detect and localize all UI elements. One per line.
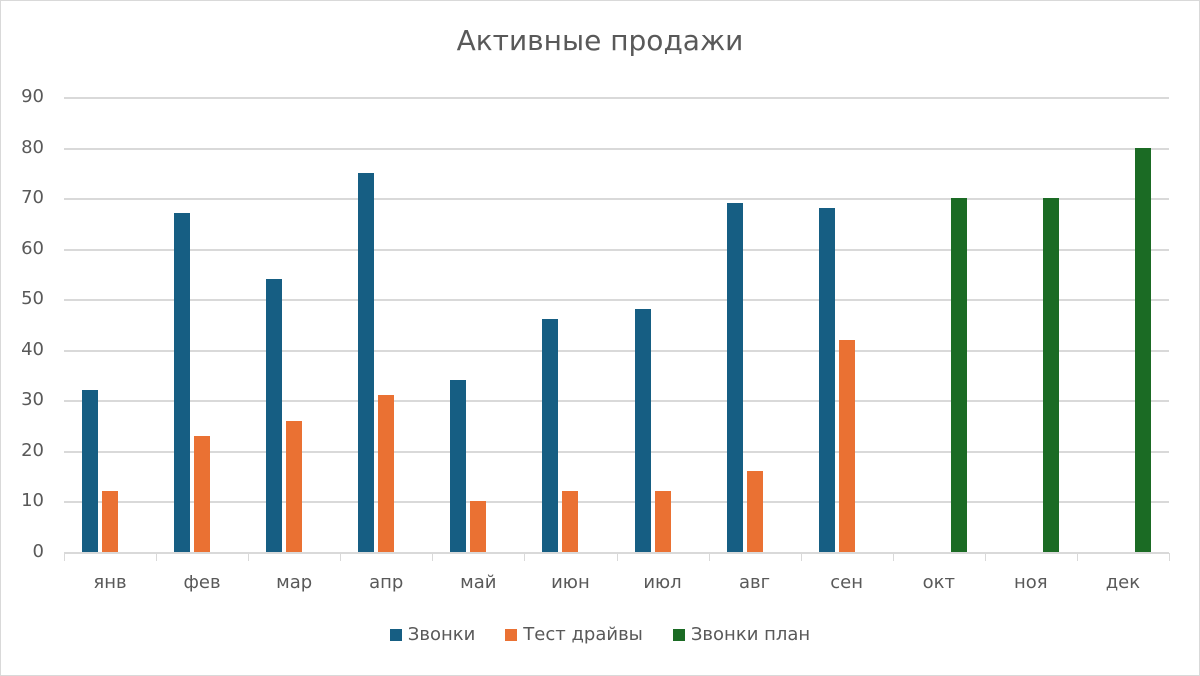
legend-label: Тест драйвы (523, 624, 643, 645)
gridline (64, 97, 1169, 99)
legend-swatch-icon (672, 628, 685, 641)
bar-calls[interactable] (450, 380, 467, 552)
x-axis-tick (984, 553, 986, 561)
bar-calls[interactable] (726, 203, 743, 552)
x-tick-label: июл (643, 572, 682, 593)
legend-swatch-icon (505, 628, 518, 641)
bar-calls-plan[interactable] (950, 198, 967, 552)
x-tick-label: май (460, 572, 497, 593)
x-axis-tick (708, 553, 710, 561)
y-tick-label: 70 (21, 187, 44, 209)
bar-calls[interactable] (266, 279, 283, 552)
plot-area (64, 97, 1170, 561)
gridline (64, 450, 1169, 453)
gridline (64, 147, 1169, 150)
gridline (64, 198, 1169, 201)
x-tick-label: сен (830, 572, 864, 593)
x-axis-tick (248, 553, 250, 561)
x-tick-label: фев (183, 572, 221, 593)
chart-title: Активные продажи (456, 24, 744, 57)
y-tick-label: 50 (21, 288, 44, 310)
x-tick-label: мар (276, 572, 313, 593)
bar-test-drives[interactable] (746, 471, 763, 552)
x-tick-label: авг (739, 572, 771, 593)
x-axis-tick (1169, 553, 1170, 561)
bar-test-drives[interactable] (654, 491, 671, 552)
bar-calls[interactable] (358, 172, 375, 552)
y-tick-label: 40 (21, 338, 44, 360)
x-axis-tick (340, 553, 342, 561)
gridline (64, 501, 1169, 504)
bar-calls[interactable] (542, 319, 559, 552)
x-tick-label: июн (551, 572, 590, 593)
legend: Звонки Тест драйвы Звонки план (0, 624, 1200, 645)
bar-test-drives[interactable] (102, 491, 118, 552)
bar-test-drives[interactable] (194, 435, 211, 552)
bar-calls[interactable] (818, 208, 835, 552)
gridline (64, 248, 1169, 251)
x-tick-label: ноя (1014, 572, 1048, 593)
x-axis-tick (64, 553, 65, 561)
x-axis-tick (892, 553, 894, 561)
gridline (64, 349, 1169, 352)
legend-swatch-icon (389, 628, 402, 641)
legend-item[interactable]: Звонки план (672, 624, 811, 645)
y-tick-label: 10 (21, 490, 44, 512)
x-axis-tick (524, 553, 526, 561)
bar-test-drives[interactable] (286, 420, 303, 552)
x-tick-label: дек (1105, 572, 1141, 593)
x-axis-tick (1076, 553, 1078, 561)
bar-calls[interactable] (174, 213, 191, 552)
bar-test-drives[interactable] (470, 501, 487, 552)
legend-label: Звонки план (690, 624, 811, 645)
bar-test-drives[interactable] (562, 491, 579, 552)
x-tick-label: апр (369, 572, 404, 593)
gridline (64, 400, 1169, 403)
legend-label: Звонки (407, 624, 476, 645)
y-tick-label: 0 (32, 541, 44, 562)
x-axis-tick (800, 553, 802, 561)
y-tick-label: 90 (21, 86, 44, 107)
y-tick-label: 60 (21, 237, 44, 259)
y-tick-label: 30 (21, 389, 44, 411)
gridline (64, 299, 1169, 302)
bar-calls-plan[interactable] (1042, 198, 1059, 552)
legend-item[interactable]: Тест драйвы (505, 624, 643, 645)
y-tick-label: 20 (21, 439, 44, 461)
bar-calls-plan[interactable] (1134, 147, 1151, 552)
x-axis-tick (616, 553, 618, 561)
bar-test-drives[interactable] (838, 339, 855, 552)
bar-test-drives[interactable] (378, 395, 395, 552)
bar-calls[interactable] (82, 390, 98, 552)
x-axis-tick (156, 553, 158, 561)
x-axis-tick (432, 553, 434, 561)
legend-item[interactable]: Звонки (389, 624, 476, 645)
x-tick-label: янв (93, 572, 127, 593)
bar-calls[interactable] (634, 309, 651, 552)
y-tick-label: 80 (21, 136, 44, 158)
x-tick-label: окт (922, 572, 955, 593)
